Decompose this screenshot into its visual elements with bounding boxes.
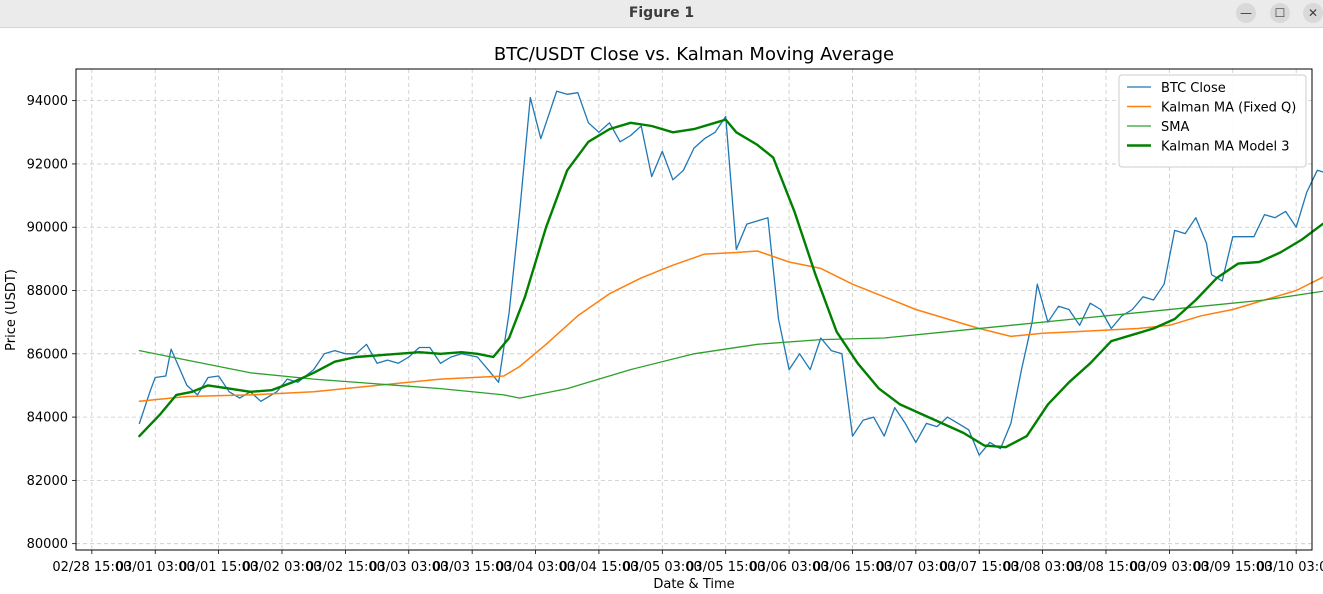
y-tick-label: 88000: [27, 284, 68, 299]
legend-box: [1118, 74, 1307, 168]
x-tick-label: 03/06 15:00: [813, 560, 892, 575]
y-tick-label: 82000: [27, 474, 68, 489]
x-tick-label: 03/03 03:00: [369, 560, 448, 575]
x-tick-label: 03/08 15:00: [1066, 560, 1145, 575]
axis-ticks: 80000 82000 84000 86000 88000 90000 92000 94000…: [27, 94, 1323, 575]
series-line-btc-close: [138, 90, 1323, 456]
chart-title: BTC/USDT Close vs. Kalman Moving Average: [494, 44, 894, 65]
legend: BTC Close Kalman MA (Fixed Q) SMA Kalman MA…: [1118, 74, 1307, 168]
y-tick-label: 80000: [27, 537, 68, 552]
y-tick-label: 90000: [27, 221, 68, 236]
x-tick-label: 03/03 15:00: [433, 560, 512, 575]
x-tick-label: 03/01 15:00: [179, 560, 258, 575]
x-tick-label: 03/01 03:00: [116, 560, 195, 575]
y-tick-label: 92000: [27, 157, 68, 172]
legend-label: Kalman MA (Fixed Q): [1161, 101, 1296, 116]
window-title: Figure 1: [628, 5, 695, 21]
x-tick-label: 03/02 03:00: [242, 560, 321, 575]
x-tick-label: 03/06 03:00: [750, 560, 829, 575]
plot-frame: [75, 68, 1313, 551]
x-tick-label: 03/02 15:00: [306, 560, 385, 575]
x-tick-label: 03/09 03:00: [1130, 560, 1209, 575]
x-tick-label: 03/04 15:00: [559, 560, 638, 575]
x-tick-label: 03/10 03:00: [1257, 560, 1323, 575]
legend-label: BTC Close: [1161, 81, 1226, 96]
x-tick-label: 03/09 15:00: [1193, 560, 1272, 575]
maximize-button[interactable]: ☐: [1270, 3, 1290, 23]
x-tick-label: 03/05 15:00: [686, 560, 765, 575]
x-tick-label: 03/07 03:00: [876, 560, 955, 575]
y-axis-label: Price (USDT): [4, 269, 19, 351]
series-layer: [138, 90, 1323, 456]
x-axis-label: Date & Time: [653, 577, 734, 592]
legend-label: Kalman MA Model 3: [1161, 140, 1290, 155]
x-tick-label: 03/08 03:00: [1003, 560, 1082, 575]
grid: [76, 69, 1312, 550]
y-tick-label: 86000: [27, 347, 68, 362]
window-titlebar: Figure 1 — ☐ ✕: [0, 0, 1323, 28]
close-button[interactable]: ✕: [1303, 3, 1323, 23]
x-tick-label: 03/04 03:00: [496, 560, 575, 575]
series-line-sma: [138, 290, 1323, 399]
x-tick-label: 02/28 15:00: [52, 560, 131, 575]
y-tick-label: 94000: [27, 94, 68, 109]
y-tick-label: 84000: [27, 411, 68, 426]
series-line-kalman-ma-model-3: [138, 118, 1323, 449]
x-tick-label: 03/05 03:00: [623, 560, 702, 575]
chart-figure: 80000 82000 84000 86000 88000 90000 92000 94000…: [4, 44, 1323, 592]
minimize-button[interactable]: —: [1236, 3, 1256, 23]
legend-label: SMA: [1161, 120, 1189, 135]
x-tick-label: 03/07 15:00: [940, 560, 1019, 575]
